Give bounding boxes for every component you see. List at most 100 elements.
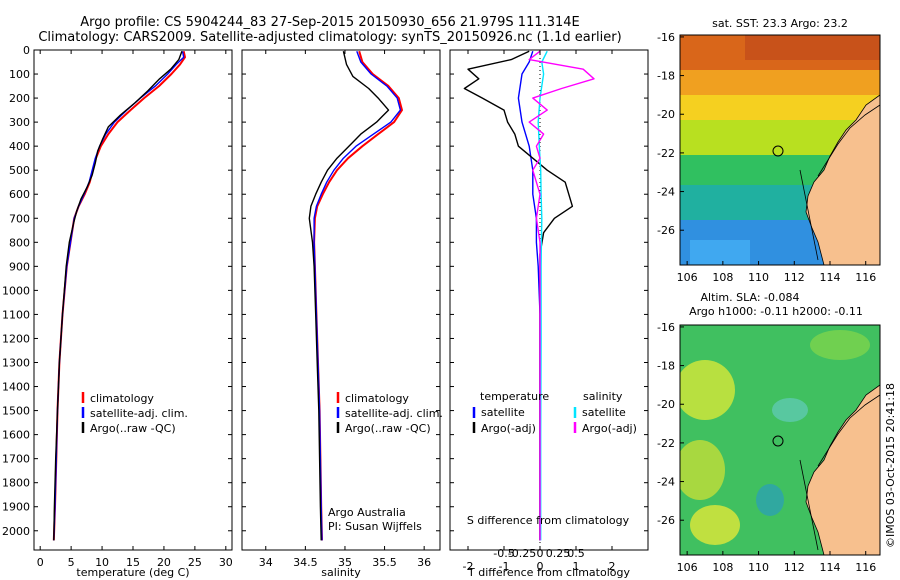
y-tick-label: 500 <box>9 164 30 177</box>
sla-map-frame <box>679 324 881 556</box>
map-x-tick-label: 108 <box>712 271 733 284</box>
sla-contour-2 <box>799 459 819 551</box>
sst-contour <box>817 104 880 177</box>
s-tick-label: 0.5 <box>567 547 585 560</box>
sla-contour <box>817 394 880 467</box>
y-tick-label: 0 <box>23 44 30 57</box>
y-tick-label: 1600 <box>2 429 30 442</box>
sla-blob-5 <box>756 484 784 516</box>
map-x-tick-label: 114 <box>820 271 841 284</box>
map-y-tick-label: -26 <box>657 224 675 237</box>
y-tick-label: 1500 <box>2 405 30 418</box>
sst-contour-2 <box>799 169 819 261</box>
temperature-xlabel: temperature (deg C) <box>76 566 189 579</box>
map-x-tick-label: 110 <box>748 271 769 284</box>
legend-temp-satellite-label: satellite <box>481 406 525 419</box>
sla-land <box>805 384 880 555</box>
map-x-tick-label: 112 <box>784 561 805 574</box>
map-x-tick-label: 116 <box>855 271 876 284</box>
map-x-tick-label: 112 <box>784 271 805 284</box>
x-tick-label: 25 <box>188 556 202 569</box>
map-y-tick-label: -16 <box>657 31 675 44</box>
y-tick-label: 200 <box>9 92 30 105</box>
sst-map-frame <box>679 34 881 266</box>
x-tick-label: 1 <box>573 560 580 573</box>
y-tick-label: 900 <box>9 260 30 273</box>
series-line-satellite-adj-clim- <box>313 50 402 541</box>
legend-sal-satellite-label: satellite <box>582 406 626 419</box>
map-y-tick-label: -18 <box>657 360 675 373</box>
series-line-salinity-argo-adj- <box>528 50 595 541</box>
map-y-tick-label: -16 <box>657 321 675 334</box>
y-tick-label: 1900 <box>2 501 30 514</box>
sst-land <box>805 94 880 265</box>
legend-sal-argo-label: Argo(-adj) <box>582 422 637 435</box>
sst-map-title: sat. SST: 23.3 Argo: 23.2 <box>712 17 848 30</box>
sla-map <box>680 325 880 555</box>
series-line-argo-raw-qc- <box>308 51 390 541</box>
sst-field-hotter <box>745 35 880 60</box>
s-tick-label: 0.25 <box>546 547 571 560</box>
map-x-tick-label: 116 <box>855 561 876 574</box>
sla-blob-4 <box>772 398 808 422</box>
x-tick-label: 2 <box>609 560 616 573</box>
sla-blob-1 <box>680 360 735 420</box>
s-tick-label: 0 <box>537 547 544 560</box>
difference-legend: temperature salinity satellite Argo(-adj… <box>467 390 637 527</box>
legend-argo-label: Argo(..raw -QC) <box>345 422 431 435</box>
x-tick-label: 5 <box>68 556 75 569</box>
y-tick-label: 2000 <box>2 525 30 538</box>
x-tick-label: 36 <box>417 556 431 569</box>
series-line-argo-raw-qc- <box>53 50 183 541</box>
axes-group: 0100200300400500600700800900100011001200… <box>2 44 648 573</box>
map-y-tick-label: -26 <box>657 514 675 527</box>
y-tick-label: 1400 <box>2 381 30 394</box>
difference-series-group <box>463 50 595 550</box>
map-y-tick-label: -20 <box>657 108 675 121</box>
map-y-tick-label: -18 <box>657 70 675 83</box>
map-y-tick-label: -24 <box>657 476 675 489</box>
s-difference-label: S difference from climatology <box>467 514 630 527</box>
salinity-xlabel: salinity <box>321 566 361 579</box>
map-ticks-group: 106 108 110 112 114 116 -16 -18 -20 -22 -24 -26 106 1… <box>657 31 876 574</box>
x-tick-label: 0 <box>37 556 44 569</box>
y-tick-label: 100 <box>9 68 30 81</box>
s-tick-label: -0.25 <box>508 547 536 560</box>
map-x-tick-label: 110 <box>748 561 769 574</box>
sst-field-lightblue <box>690 240 750 265</box>
map-y-tick-label: -20 <box>657 398 675 411</box>
sla-blob-2 <box>680 440 725 500</box>
x-tick-label: -1 <box>499 560 510 573</box>
y-tick-label: 700 <box>9 212 30 225</box>
x-tick-label: 30 <box>219 556 233 569</box>
map-x-tick-label: 106 <box>677 561 698 574</box>
x-tick-label: 35.5 <box>372 556 397 569</box>
map-y-tick-label: -24 <box>657 186 675 199</box>
x-tick-label: 20 <box>157 556 171 569</box>
map-x-tick-label: 114 <box>820 561 841 574</box>
map-x-tick-label: 108 <box>712 561 733 574</box>
argo-location-marker <box>772 145 784 157</box>
legend-satellite-label: satellite-adj. clim. <box>90 407 188 420</box>
legend-temperature-header: temperature <box>480 390 549 403</box>
pi-name-label: PI: Susan Wijffels <box>328 520 422 533</box>
sla-blob-6 <box>810 330 870 360</box>
sst-map <box>680 35 880 265</box>
legend-climatology-label: climatology <box>345 392 409 405</box>
temperature-panel <box>33 49 233 551</box>
y-tick-label: 800 <box>9 236 30 249</box>
x-tick-label: 0 <box>537 560 544 573</box>
y-tick-label: 600 <box>9 188 30 201</box>
x-tick-label: 35 <box>338 556 352 569</box>
sla-map-title-2: Argo h1000: -0.11 h2000: -0.11 <box>689 305 863 318</box>
salinity-panel <box>241 49 441 551</box>
temperature-legend: climatology satellite-adj. clim. Argo(..… <box>81 392 188 435</box>
argo-location-marker <box>772 435 784 447</box>
argo-australia-label: Argo Australia <box>328 506 406 519</box>
map-x-tick-label: 106 <box>677 271 698 284</box>
y-tick-label: 1100 <box>2 308 30 321</box>
title-line-2: Climatology: CARS2009. Satellite-adjuste… <box>38 30 622 45</box>
series-line-salinity-satellite <box>537 50 548 541</box>
x-tick-label: 34.5 <box>293 556 318 569</box>
